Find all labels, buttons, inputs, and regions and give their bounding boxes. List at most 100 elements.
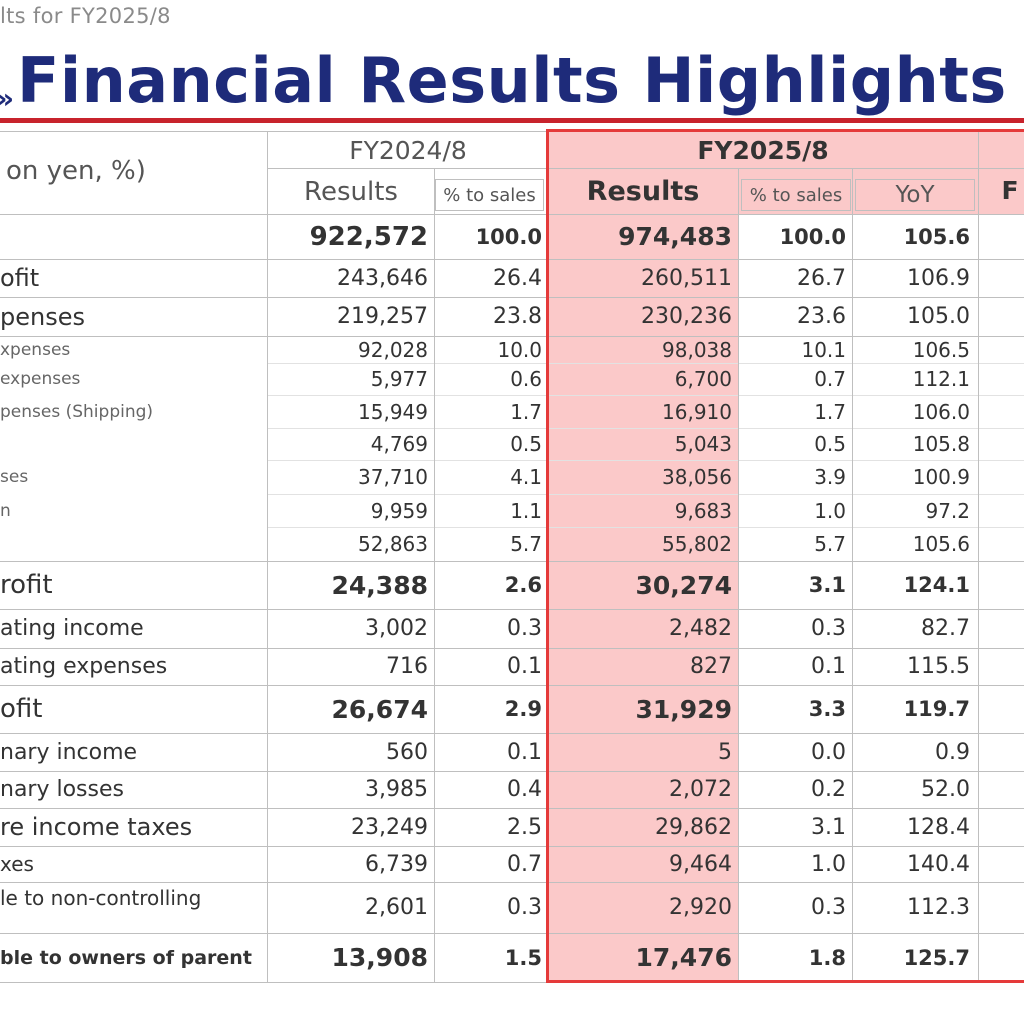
fy2024-results-cell: 9,959 (370, 498, 428, 523)
fy2024-pct-sales-cell: 5.7 (510, 532, 542, 556)
row-label (0, 214, 266, 259)
page-title: Financial Results Highlights (17, 44, 1007, 117)
fy2025-pct-sales-cell: 0.1 (811, 654, 846, 679)
fy2025-pct-sales-header-label: % to sales (749, 184, 843, 206)
row-label: n (0, 500, 11, 521)
fy2025-yoy-cell: 100.9 (912, 465, 970, 489)
group-header-divider (268, 168, 1024, 169)
breadcrumb: lts for FY2025/8 (0, 4, 171, 28)
fy2025-results-cell: 2,920 (669, 895, 732, 920)
row-divider (0, 214, 1024, 215)
row-divider (0, 648, 1024, 649)
sub-row-divider (268, 428, 1024, 429)
fy2024-results-header: Results (304, 176, 398, 207)
row-label: ble to owners of parent (0, 946, 252, 969)
fy2024-results-cell: 15,949 (358, 399, 428, 424)
fy2025-pct-sales-cell: 3.9 (814, 465, 846, 489)
fy2025-pct-sales-cell: 3.1 (808, 573, 846, 597)
column-divider (267, 131, 268, 982)
fy2024-results-cell: 922,572 (309, 221, 428, 252)
sub-row-divider (268, 363, 1024, 364)
fy2024-pct-sales-cell: 26.4 (493, 265, 542, 291)
title-underline (0, 118, 1024, 123)
row-label: ofit (0, 264, 40, 292)
fy2025-pct-sales-cell: 1.0 (814, 498, 846, 523)
fy2024-results-cell: 6,739 (365, 851, 428, 877)
fy2024-pct-sales-header: % to sales (435, 179, 544, 211)
fy2025-results-cell: 9,464 (669, 851, 732, 877)
row-divider (0, 336, 1024, 337)
fy2025-yoy-cell: 106.5 (912, 337, 970, 362)
fy2025-results-highlight (548, 131, 738, 981)
fy2025-pct-sales-cell: 23.6 (797, 304, 846, 329)
row-divider (0, 561, 1024, 562)
fy2025-yoy-cell: 106.0 (912, 399, 970, 424)
fy2024-results-cell: 716 (386, 654, 428, 679)
fy2024-results-cell: 13,908 (331, 943, 428, 972)
fy2024-results-cell: 560 (386, 739, 428, 765)
row-divider (0, 297, 1024, 298)
financial-results-table: on yen, %) FY2024/8 FY2025/8 F Results %… (0, 129, 1024, 983)
fy2025-yoy-cell: 105.6 (912, 532, 970, 556)
fy2025-results-cell: 55,802 (662, 532, 732, 556)
fy2025-yoy-cell: 115.5 (907, 654, 970, 679)
fy2025-yoy-cell: 140.4 (907, 851, 970, 877)
fy2025-yoy-cell: 112.1 (912, 367, 970, 391)
fy2024-pct-sales-cell: 0.5 (510, 432, 542, 456)
row-label: nary income (0, 739, 138, 765)
fy2025-results-cell: 2,482 (669, 616, 732, 641)
fy2025-yoy-cell: 0.9 (935, 739, 970, 765)
fy2025-yoy-cell: 97.2 (925, 498, 970, 523)
fy2024-pct-sales-cell: 2.6 (504, 573, 542, 597)
fy2025-yoy-cell: 52.0 (921, 777, 970, 802)
next-period-group-header: F (1001, 175, 1019, 205)
fy2025-pct-sales-cell: 26.7 (797, 265, 846, 291)
fy2024-pct-sales-cell: 2.9 (504, 697, 542, 721)
fy2025-yoy-cell: 105.8 (912, 432, 970, 456)
fy2025-yoy-cell: 105.0 (907, 304, 970, 329)
row-divider (0, 882, 1024, 883)
column-divider (434, 169, 435, 982)
fy2024-pct-sales-cell: 4.1 (510, 465, 542, 489)
fy2024-pct-sales-cell: 0.1 (507, 739, 542, 765)
fy2025-pct-sales-cell: 1.7 (814, 399, 846, 424)
sub-row-divider (268, 395, 1024, 396)
row-divider (0, 733, 1024, 734)
fy2025-results-cell: 260,511 (641, 265, 732, 291)
fy2025-yoy-cell: 106.9 (907, 265, 970, 291)
fy2025-group-header: FY2025/8 (697, 135, 829, 165)
fy2025-yoy-cell: 125.7 (903, 945, 970, 970)
fy2024-results-cell: 5,977 (370, 367, 428, 391)
row-divider (0, 259, 1024, 260)
row-divider (0, 846, 1024, 847)
unit-label: on yen, %) (6, 156, 146, 186)
fy2025-yoy-cell: 124.1 (903, 573, 970, 597)
fy2025-yoy-cell: 128.4 (907, 814, 970, 840)
table-border (0, 131, 1024, 132)
fy2025-results-cell: 974,483 (618, 222, 732, 251)
fy2024-results-cell: 3,002 (365, 616, 428, 641)
fy2024-pct-sales-cell: 0.4 (507, 777, 542, 802)
fy2024-results-cell: 52,863 (358, 532, 428, 556)
fy2025-pct-sales-cell: 3.1 (811, 814, 846, 840)
fy2024-pct-sales-cell: 0.3 (507, 616, 542, 641)
row-label: xes (0, 852, 34, 876)
fy2025-pct-sales-cell: 5.7 (814, 532, 846, 556)
table-border (0, 982, 1024, 983)
fy2024-pct-sales-cell: 100.0 (475, 224, 542, 249)
fy2025-highlight-frame (546, 129, 1024, 983)
fy2025-yoy-cell: 105.6 (903, 224, 970, 249)
fy2025-results-cell: 6,700 (674, 367, 732, 391)
title-chevron-icon: » (0, 82, 14, 115)
row-label: penses (Shipping) (0, 401, 154, 422)
row-label: re income taxes (0, 813, 193, 841)
fy2024-pct-sales-cell: 0.6 (510, 367, 542, 391)
row-divider (0, 808, 1024, 809)
fy2025-yoy-header-label: YoY (895, 182, 935, 208)
fy2025-yoy-header: YoY (855, 179, 975, 211)
fy2025-pct-sales-cell: 1.8 (808, 945, 846, 970)
fy2025-results-cell: 827 (690, 654, 732, 679)
fy2024-pct-sales-cell: 10.0 (497, 337, 542, 362)
fy2025-pct-sales-header: % to sales (741, 179, 851, 211)
row-label: ses (0, 467, 29, 487)
